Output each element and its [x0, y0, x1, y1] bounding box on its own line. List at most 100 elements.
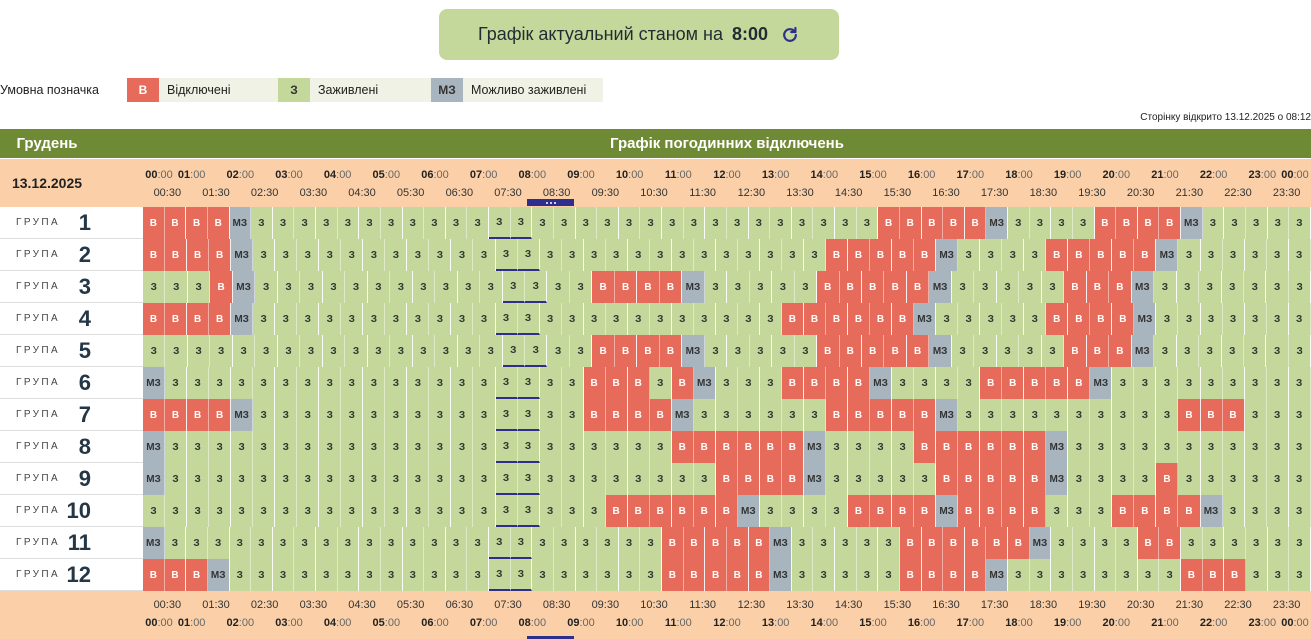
slot-on: З: [759, 399, 782, 431]
slot-off: В: [186, 207, 208, 239]
slot-on: З: [251, 559, 273, 591]
half-hour-label: 01:30: [202, 599, 230, 611]
slot-on: З: [412, 335, 436, 367]
group-row: ГРУПА 11 МЗ З З З З З З З З З З З З З З З З З З З З З З З В В В В В МЗ З…: [0, 527, 1311, 559]
slot-on: З: [1243, 271, 1267, 303]
slot-on: З: [597, 527, 619, 559]
slot-on: З: [649, 367, 672, 399]
slot-on: З: [1019, 335, 1042, 367]
refresh-icon[interactable]: [780, 25, 800, 45]
slot-off: В: [209, 399, 232, 431]
slot-off: В: [892, 495, 915, 527]
slot-on: З: [726, 207, 749, 239]
half-hour-label: 22:30: [1224, 599, 1252, 611]
group-label: ГРУПА 9: [0, 463, 143, 495]
slot-on: З: [341, 431, 364, 463]
slot-off: В: [958, 463, 981, 495]
slot-on: З: [561, 367, 584, 399]
slot-on: З: [605, 239, 628, 271]
slot-on: З: [187, 495, 210, 527]
group-number: 3: [78, 273, 91, 299]
hour-label: 20:00: [1102, 617, 1131, 629]
slot-on: З: [1245, 527, 1268, 559]
half-hour-label: 18:30: [1029, 599, 1058, 611]
slot-off: В: [592, 335, 615, 367]
slot-on: З: [715, 303, 738, 335]
slot-on: З: [1156, 303, 1179, 335]
slot-off: В: [592, 271, 615, 303]
slot-on: З: [649, 303, 672, 335]
slot-off: В: [659, 271, 683, 303]
half-hour-label: 06:30: [445, 599, 474, 611]
slot-off: В: [1068, 239, 1091, 271]
slot-off: В: [1002, 495, 1025, 527]
slot-on: З: [1090, 495, 1113, 527]
legend-label-on: Заживлені: [310, 78, 431, 102]
slot-on: З: [539, 463, 562, 495]
slot-on: З: [467, 527, 489, 559]
hour-label: 16:00: [907, 169, 936, 181]
slot-on: З: [517, 239, 540, 271]
slot-on: З: [781, 495, 804, 527]
slot-on: З: [715, 367, 738, 399]
slot-on: З: [407, 463, 430, 495]
hour-label: 03:00: [275, 169, 303, 181]
slot-on: З: [187, 463, 210, 495]
slot-on: З: [429, 367, 452, 399]
slot-maybe: МЗ: [770, 527, 792, 559]
slot-on: З: [1244, 239, 1267, 271]
slot-off: В: [914, 495, 937, 527]
slot-on: З: [300, 335, 323, 367]
slot-maybe: МЗ: [1090, 367, 1113, 399]
slot-on: З: [337, 559, 360, 591]
slot-on: З: [848, 431, 871, 463]
hour-label: 21:00: [1151, 169, 1179, 181]
hour-label: 05:00: [372, 617, 401, 629]
slot-on: З: [539, 367, 562, 399]
slot-on: З: [1221, 335, 1244, 367]
slot-off: В: [726, 559, 749, 591]
slot-off: В: [1116, 207, 1138, 239]
slot-on: З: [870, 431, 893, 463]
slot-on: З: [435, 335, 458, 367]
slot-on: З: [473, 303, 496, 335]
slot-on: З: [856, 559, 879, 591]
group-number: 10: [66, 497, 91, 523]
slot-on: З: [958, 367, 981, 399]
slot-off: В: [1086, 271, 1110, 303]
slot-off: В: [825, 399, 848, 431]
slot-maybe: МЗ: [936, 399, 959, 431]
slot-maybe: МЗ: [1131, 271, 1155, 303]
slot-on: З: [1156, 399, 1179, 431]
slot-on: З: [1221, 271, 1244, 303]
slot-off: В: [848, 239, 871, 271]
slot-off: В: [1109, 271, 1132, 303]
hour-label: 08:00: [518, 617, 547, 629]
slot-on: З: [532, 559, 554, 591]
slot-off: В: [1224, 559, 1246, 591]
half-hour-label: 22:30: [1224, 187, 1252, 199]
half-hour-label: 23:30: [1272, 599, 1301, 611]
slot-on: З: [359, 527, 381, 559]
slot-on: З: [363, 399, 386, 431]
hour-label: 00:00: [1281, 617, 1309, 629]
half-hour-label: 06:30: [445, 187, 474, 199]
slot-off: В: [943, 207, 965, 239]
slot-on: З: [275, 239, 298, 271]
slot-on: З: [489, 207, 511, 239]
hour-label: 04:00: [323, 169, 352, 181]
slot-off: В: [1002, 431, 1025, 463]
slot-off: В: [143, 207, 165, 239]
slot-on: З: [429, 303, 452, 335]
slot-on: З: [424, 559, 446, 591]
slot-on: З: [1244, 367, 1267, 399]
slot-on: З: [502, 271, 525, 303]
slot-on: З: [1266, 495, 1289, 527]
slot-on: З: [974, 335, 997, 367]
slot-on: З: [473, 463, 496, 495]
slot-on: З: [517, 431, 540, 463]
slot-on: З: [495, 367, 518, 399]
slot-on: З: [1029, 207, 1052, 239]
hour-label: 13:00: [761, 617, 790, 629]
slot-on: З: [813, 559, 835, 591]
